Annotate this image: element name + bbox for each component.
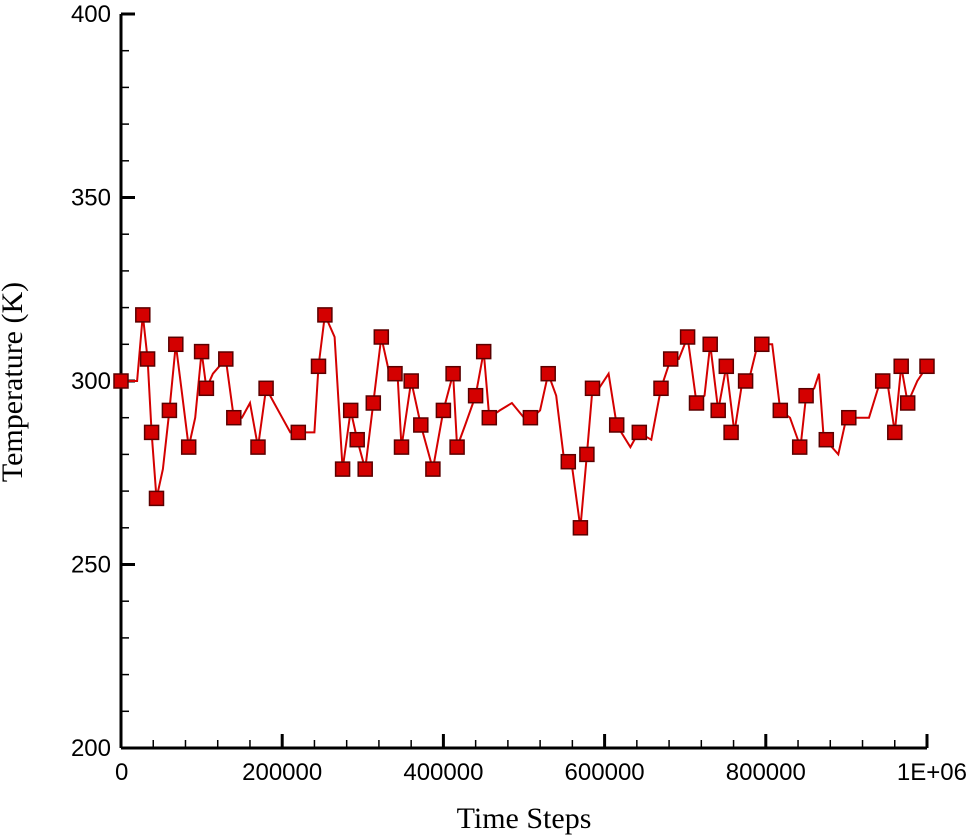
data-point <box>481 409 498 426</box>
data-point <box>365 395 382 411</box>
y-axis-label: Temperature (K) <box>0 282 29 482</box>
data-point <box>560 453 577 470</box>
data-point <box>579 446 595 463</box>
y-tick-label: 300 <box>71 368 111 395</box>
y-tick-label: 200 <box>71 735 111 762</box>
data-point <box>403 373 419 389</box>
data-point <box>342 402 359 419</box>
data-point <box>349 431 365 448</box>
data-point <box>143 424 160 441</box>
data-point <box>317 307 333 323</box>
data-point <box>226 409 242 426</box>
data-markers <box>113 307 935 536</box>
data-point <box>135 307 151 323</box>
x-axis-label: Time Steps <box>457 802 592 835</box>
data-point <box>467 387 484 404</box>
data-point <box>584 380 601 397</box>
data-point <box>425 461 441 477</box>
data-point <box>113 373 129 389</box>
data-point <box>798 387 814 404</box>
data-point <box>168 336 184 353</box>
x-tick-label: 200000 <box>242 759 322 786</box>
data-point <box>373 329 390 345</box>
data-point <box>413 417 429 433</box>
data-point <box>737 373 754 389</box>
data-point <box>791 439 808 455</box>
data-point <box>772 402 789 419</box>
x-tick-label: 600000 <box>565 759 645 786</box>
data-point <box>679 329 696 345</box>
data-point <box>899 395 916 411</box>
x-tick-label: 0 <box>115 759 128 786</box>
data-point <box>387 365 403 382</box>
y-tick-label: 400 <box>71 1 111 28</box>
data-point <box>718 358 735 375</box>
data-point <box>334 461 351 477</box>
data-point <box>475 343 492 360</box>
data-point <box>572 520 589 536</box>
data-point <box>193 343 210 360</box>
data-point <box>754 336 770 353</box>
data-point <box>631 424 648 441</box>
x-tick-label: 1E+06 <box>897 759 967 786</box>
data-point <box>723 424 739 441</box>
data-point <box>874 373 891 389</box>
data-point <box>522 409 539 426</box>
data-point <box>139 351 156 367</box>
data-point <box>841 409 857 426</box>
data-point <box>250 439 266 455</box>
data-point <box>161 402 178 419</box>
data-point <box>688 395 705 411</box>
data-point <box>893 358 909 375</box>
data-point <box>357 461 373 477</box>
data-point <box>608 417 625 433</box>
x-tick-label: 400000 <box>403 759 483 786</box>
data-point <box>540 365 556 382</box>
y-tick-label: 250 <box>71 552 111 579</box>
data-point <box>148 490 165 507</box>
data-point <box>218 351 234 367</box>
y-tick-label: 350 <box>71 185 111 212</box>
data-point <box>198 380 215 397</box>
data-point <box>710 402 726 419</box>
data-point <box>818 431 835 448</box>
data-point <box>180 439 197 455</box>
data-point <box>393 439 410 455</box>
data-point <box>653 380 669 397</box>
data-point <box>702 336 718 353</box>
axes <box>119 14 927 750</box>
x-tick-label: 800000 <box>726 759 806 786</box>
data-point <box>919 358 935 375</box>
ticks <box>119 12 929 750</box>
data-point <box>290 424 307 441</box>
data-point <box>258 380 274 397</box>
tick-labels: 200 250 300 350 400 0 200000 400000 600000 800000… <box>71 1 967 786</box>
data-point <box>445 365 461 382</box>
data-point <box>662 351 679 367</box>
data-point <box>449 439 465 455</box>
data-point <box>887 424 903 441</box>
data-point <box>435 402 452 419</box>
data-point <box>310 358 327 375</box>
